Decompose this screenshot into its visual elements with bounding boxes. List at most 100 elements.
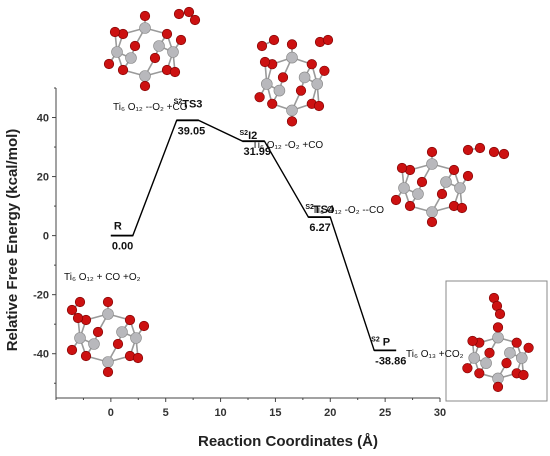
- oxygen-atom: [169, 66, 181, 78]
- titanium-atom: [139, 22, 151, 34]
- titanium-atom: [412, 188, 424, 200]
- y-tick-label: 0: [43, 231, 49, 243]
- titanium-atom: [398, 182, 410, 194]
- oxygen-atom: [161, 28, 173, 40]
- level-name-text: TS3: [182, 98, 202, 110]
- molecule-structures: [66, 6, 548, 402]
- oxygen-atom: [259, 56, 271, 68]
- titanium-atom: [102, 308, 114, 320]
- titanium-atom: [298, 71, 311, 84]
- ts4-structure: [390, 142, 510, 228]
- energy-path: [110, 119, 397, 352]
- y-tick-label: 40: [37, 113, 49, 125]
- oxygen-atom: [390, 194, 402, 206]
- x-tick-label: 15: [269, 407, 281, 419]
- oxygen-atom: [92, 326, 104, 338]
- titanium-atom: [139, 70, 151, 82]
- species-label-ts3: Ti₆ O₁₂ --O₂ +CO: [113, 102, 188, 113]
- level-value-ts3: 39.05: [178, 125, 206, 137]
- oxygen-atom: [80, 350, 92, 362]
- level-superscript: S2: [371, 336, 380, 343]
- oxygen-atom: [149, 52, 161, 64]
- titanium-atom: [492, 331, 504, 344]
- oxygen-atom: [183, 6, 195, 18]
- oxygen-atom: [462, 170, 474, 182]
- oxygen-atom: [112, 338, 124, 350]
- oxygen-atom: [132, 352, 144, 364]
- oxygen-atom: [319, 65, 330, 76]
- species-label-ts4: Ti₆ O₁₂ -O₂ --CO: [312, 205, 384, 216]
- oxygen-atom: [295, 85, 307, 96]
- x-tick-label: 10: [214, 407, 226, 419]
- titanium-atom: [454, 182, 466, 194]
- oxygen-atom: [416, 176, 428, 188]
- oxygen-atom: [117, 64, 129, 76]
- titanium-atom: [260, 78, 273, 90]
- oxygen-atom: [267, 98, 278, 109]
- oxygen-atom: [189, 14, 201, 26]
- oxygen-atom: [139, 10, 151, 22]
- oxygen-atom: [124, 314, 136, 326]
- level-name-i2: S2I2: [240, 130, 258, 142]
- oxygen-atom: [448, 164, 460, 176]
- oxygen-atom: [277, 72, 289, 83]
- oxygen-atom: [462, 144, 474, 156]
- oxygen-atom: [139, 80, 151, 92]
- oxygen-atom: [492, 322, 504, 333]
- titanium-atom: [116, 326, 128, 338]
- level-name-r: R: [114, 221, 122, 233]
- level-name-ts4: S2TS4: [305, 204, 335, 216]
- oxygen-atom: [286, 116, 298, 127]
- titanium-atom: [74, 332, 86, 344]
- titanium-atom: [504, 347, 516, 359]
- y-tick-label: 20: [37, 172, 49, 184]
- oxygen-atom: [498, 148, 510, 160]
- level-superscript: S2: [305, 204, 314, 211]
- titanium-atom: [426, 206, 438, 218]
- species-label-p: Ti₆ O₁₃ +CO₂: [406, 349, 464, 360]
- x-tick-label: 5: [163, 407, 169, 419]
- oxygen-atom: [102, 296, 114, 308]
- x-tick-label: 0: [108, 407, 114, 419]
- oxygen-atom: [175, 34, 187, 46]
- axes: 0 5 10 15 20 25 30 -40 -20 0 20 40: [33, 87, 446, 419]
- oxygen-atom: [268, 34, 280, 46]
- level-name-text: TS4: [314, 204, 335, 216]
- titanium-atom: [440, 176, 452, 188]
- oxygen-atom: [426, 216, 438, 228]
- product-structure-frame: [445, 280, 548, 402]
- titanium-atom: [311, 78, 324, 90]
- level-name-text: P: [380, 336, 390, 348]
- oxygen-atom: [404, 200, 416, 212]
- x-tick-label: 25: [379, 407, 391, 419]
- oxygen-atom: [109, 26, 121, 38]
- oxygen-atom: [173, 8, 185, 20]
- ts3-structure: [103, 6, 201, 92]
- oxygen-atom: [254, 92, 265, 103]
- level-superscript: S2: [174, 98, 183, 105]
- titanium-atom: [468, 352, 481, 364]
- titanium-atom: [130, 332, 142, 344]
- oxygen-atom: [474, 368, 485, 379]
- oxygen-atom: [72, 312, 84, 324]
- titanium-atom: [125, 52, 137, 64]
- oxygen-atom: [66, 344, 78, 356]
- i2-structure: [254, 34, 334, 127]
- oxygen-atom: [286, 39, 298, 50]
- y-tick-label: -40: [33, 349, 49, 361]
- oxygen-atom: [436, 188, 448, 200]
- oxygen-atom: [322, 34, 334, 46]
- oxygen-atom: [488, 146, 500, 158]
- oxygen-atom: [484, 347, 495, 359]
- level-superscript: S2: [240, 130, 249, 137]
- oxygen-atom: [102, 366, 114, 378]
- oxygen-atom: [313, 100, 325, 112]
- oxygen-atom: [462, 363, 473, 374]
- p-structure: [462, 292, 534, 393]
- oxygen-atom: [306, 59, 317, 70]
- x-tick-label: 30: [434, 407, 446, 419]
- y-tick-label: -20: [33, 290, 49, 302]
- r-structure: [66, 296, 150, 378]
- oxygen-atom: [256, 40, 268, 52]
